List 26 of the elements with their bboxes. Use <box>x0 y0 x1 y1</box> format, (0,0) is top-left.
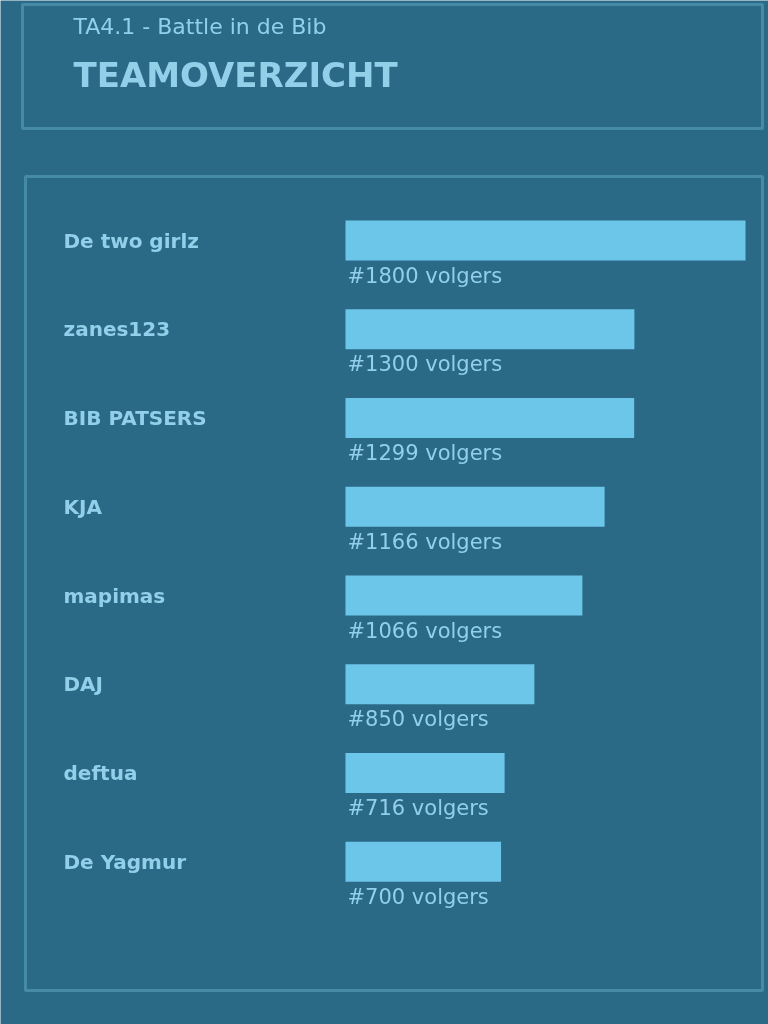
data-label: #1299 volgers <box>347 441 503 465</box>
y-tick-label: zanes123 <box>63 317 171 342</box>
bar <box>345 753 505 793</box>
bar <box>345 841 502 882</box>
bar <box>345 664 535 705</box>
data-label: #1300 volgers <box>347 352 503 377</box>
bar <box>345 309 635 350</box>
y-tick-label: BIB PATSERS <box>63 406 207 430</box>
data-label: #716 volgers <box>347 796 489 820</box>
y-tick-label: KJA <box>63 494 103 519</box>
y-tick-label: DAJ <box>63 672 104 697</box>
data-label: #1166 volgers <box>347 529 503 554</box>
bar <box>345 220 746 261</box>
data-label: #1066 volgers <box>347 618 503 643</box>
bar <box>345 486 605 527</box>
bar <box>345 398 635 438</box>
y-tick-label: De Yagmur <box>63 849 187 874</box>
chart-subtitle: TA4.1 - Battle in de Bib <box>72 14 327 39</box>
data-label: #850 volgers <box>347 707 489 732</box>
y-tick-label: De two girlz <box>63 228 199 253</box>
data-label: #1800 volgers <box>347 263 503 288</box>
chart-title: TEAMOVERZICHT <box>73 54 399 95</box>
data-label: #700 volgers <box>347 884 489 909</box>
y-tick-label: deftua <box>63 761 138 785</box>
bar <box>345 575 583 616</box>
y-tick-label: mapimas <box>63 583 166 608</box>
